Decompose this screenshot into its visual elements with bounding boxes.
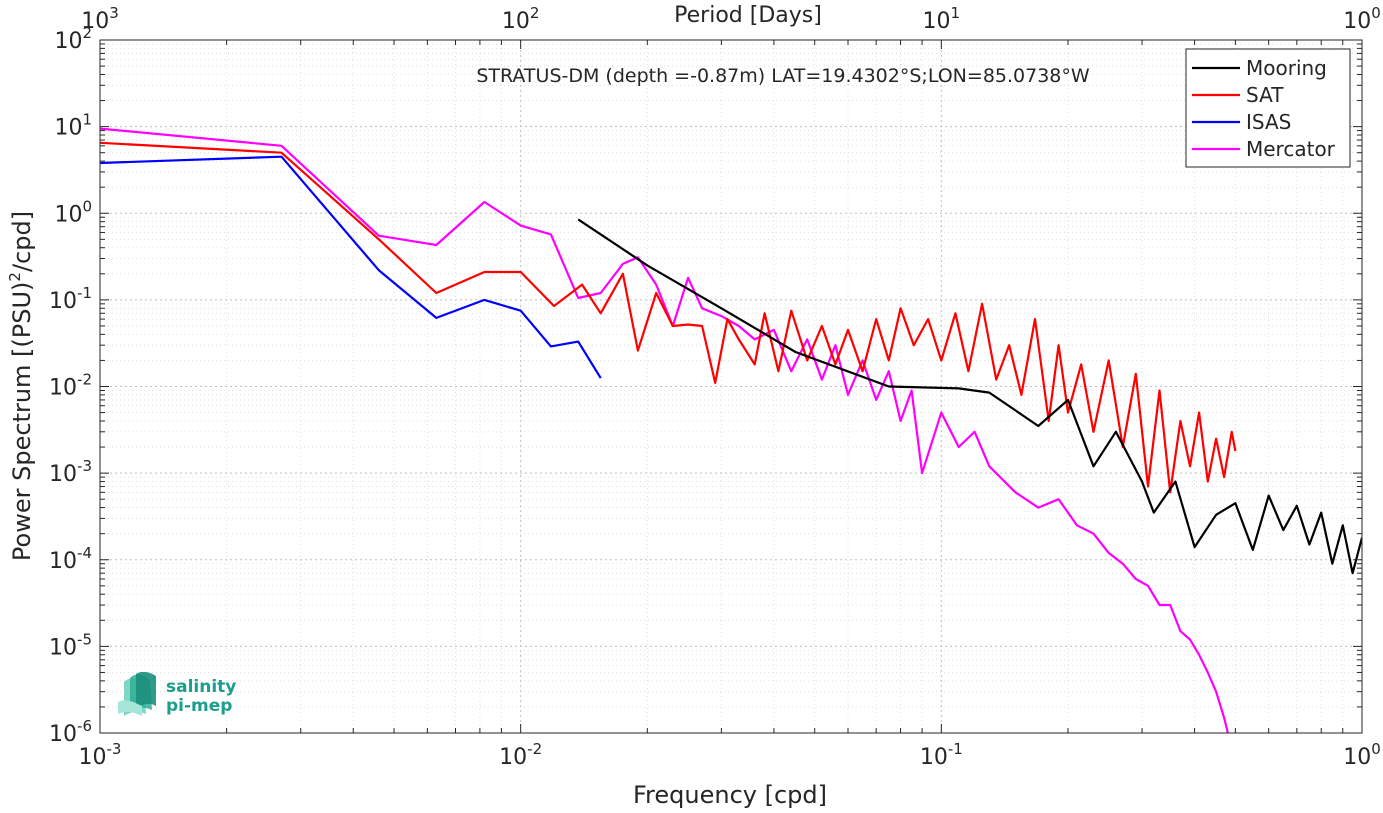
series-layer — [100, 127, 1362, 733]
logo-text-line1: salinity — [166, 677, 236, 697]
y-tick-label: 10-5 — [49, 630, 92, 660]
x-tick-label: 100 — [1343, 740, 1381, 770]
y-tick-label: 10-4 — [49, 544, 92, 574]
top-tick-label: 102 — [502, 4, 540, 34]
series-line-mercator — [100, 127, 1229, 733]
legend-label-sat: SAT — [1246, 83, 1284, 107]
series-line-isas — [100, 155, 602, 379]
y-tick-label: 10-2 — [49, 371, 92, 401]
top-tick-label: 101 — [923, 4, 961, 34]
y-axis-label: Power Spectrum [(PSU)2/cpd] — [6, 211, 36, 561]
x-tick-label: 10-1 — [920, 740, 963, 770]
legend-label-mooring: Mooring — [1246, 56, 1327, 80]
legend-label-isas: ISAS — [1246, 110, 1291, 134]
top-tick-labels: 103 102 101 100 — [81, 4, 1381, 34]
y-tick-label: 10-6 — [49, 717, 92, 747]
top-tick-label: 100 — [1343, 4, 1381, 34]
major-grid — [99, 39, 1363, 734]
x-tick-label: 10-3 — [79, 740, 122, 770]
y-tick-label: 101 — [54, 111, 92, 141]
x-tick-label: 10-2 — [499, 740, 542, 770]
chart-title: STRATUS-DM (depth =-0.87m) LAT=19.4302°S… — [476, 65, 1090, 87]
legend: Mooring SAT ISAS Mercator — [1185, 48, 1351, 168]
y-tick-label: 102 — [54, 24, 92, 54]
x-tick-labels: 10-3 10-2 10-1 100 — [79, 740, 1381, 770]
series-line-sat — [100, 141, 1237, 494]
y-tick-label: 100 — [54, 197, 92, 227]
y-tick-label: 10-1 — [49, 284, 92, 314]
salinity-pi-mep-logo: salinity pi-mep — [116, 671, 246, 722]
series-line-mooring — [577, 218, 1362, 575]
x-axis-label: Frequency [cpd] — [633, 781, 827, 809]
legend-label-mercator: Mercator — [1246, 137, 1336, 161]
y-tick-labels: 102 101 100 10-1 10-2 10-3 10-4 10-5 10-6 — [49, 24, 92, 747]
y-tick-label: 10-3 — [49, 457, 92, 487]
top-tick-label: 103 — [81, 4, 119, 34]
logo-text-line2: pi-mep — [166, 696, 232, 716]
wave-mark-icon — [118, 671, 156, 716]
tick-marks — [99, 39, 1363, 734]
top-axis-label: Period [Days] — [674, 3, 822, 28]
